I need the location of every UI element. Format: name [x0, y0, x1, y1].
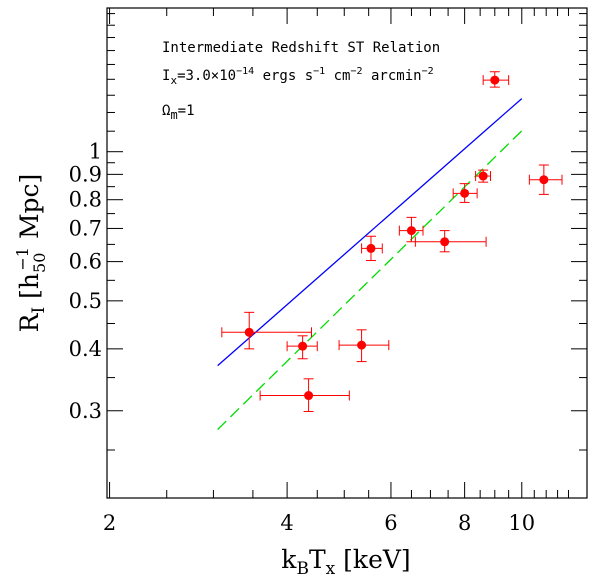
x-tick-labels: 2 4 6 8 10 [103, 511, 535, 535]
y-tick-label: 1 [89, 140, 102, 164]
minor-ticks [107, 8, 587, 499]
major-ticks [107, 8, 587, 498]
x-tick-label: 4 [280, 511, 293, 535]
x-axis-label: kBTx [keV] [281, 545, 410, 576]
y-tick-label: 0.7 [69, 216, 102, 240]
y-tick-label: 0.5 [69, 289, 102, 313]
annotation-intensity: Ix=3.0×10−14 ergs s−1 cm−2 arcmin−2 [162, 66, 434, 87]
y-tick-label: 0.3 [69, 399, 102, 423]
data-point [244, 327, 254, 337]
y-axis-label: RI [h50−1 Mpc] [13, 174, 49, 333]
error-bars [221, 71, 563, 412]
x-tick-label: 10 [508, 511, 535, 535]
y-tick-labels: 0.3 0.4 0.5 0.6 0.7 0.80.91 [69, 140, 102, 423]
data-point [366, 243, 376, 253]
data-point [440, 237, 450, 247]
x-tick-label: 6 [384, 511, 397, 535]
data-point [490, 75, 500, 85]
y-tick-label: 0.4 [69, 337, 102, 361]
data-point [460, 188, 470, 198]
data-points [244, 75, 549, 401]
data-point [298, 341, 308, 351]
x-tick-label: 8 [458, 511, 471, 535]
data-point [304, 391, 314, 401]
chart-title: Intermediate Redshift ST Relation [162, 40, 440, 56]
data-point [478, 171, 488, 181]
y-tick-label: 0.9 [69, 162, 102, 186]
y-tick-label: 0.6 [69, 250, 102, 274]
y-tick-label: 0.8 [69, 188, 102, 212]
solid-fit-line [217, 98, 523, 367]
data-point [357, 340, 367, 350]
annotation-omega: Ωm=1 [162, 103, 195, 122]
data-point [406, 226, 416, 236]
plot-frame [106, 7, 588, 499]
data-point [539, 175, 549, 185]
x-tick-label: 2 [103, 511, 116, 535]
fit-lines [217, 98, 523, 430]
